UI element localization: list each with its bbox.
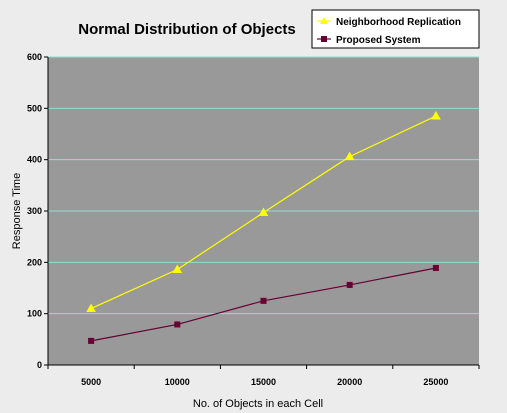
x-axis: 5000 10000 15000 20000 25000 [47,364,480,387]
legend-label: Proposed System [336,35,421,46]
series-layer [86,111,441,344]
y-axis: 0 100 200 300 400 500 600 [27,52,49,370]
y-axis-title: Response Time [11,173,23,249]
data-point-neighborhood-replication [172,264,183,274]
series-neighborhood-replication [86,111,441,313]
y-tick-label: 500 [27,103,42,113]
x-tick-label: 15000 [251,377,276,387]
y-tick-label: 300 [27,206,42,216]
chart-title: Normal Distribution of Objects [78,21,296,38]
x-tick-label: 5000 [81,377,101,387]
data-point-neighborhood-replication [258,207,269,217]
legend-item-proposed-system: Proposed System [317,35,421,46]
legend-marker [320,17,328,24]
y-tick-label: 200 [27,257,42,267]
data-point-neighborhood-replication [86,303,96,313]
y-tick-label: 400 [27,155,42,165]
data-point-proposed-system [432,264,439,271]
data-point-proposed-system [174,321,181,328]
x-tick-label: 10000 [165,377,190,387]
data-point-neighborhood-replication [344,151,355,161]
legend-marker [321,36,327,42]
legend-box [311,9,480,49]
series-proposed-system [88,264,439,344]
x-tick-label: 20000 [337,377,362,387]
x-tick-label: 25000 [423,377,448,387]
legend-item-neighborhood-replication: Neighborhood Replication [317,17,461,28]
legend: Neighborhood Replication Proposed System [311,9,480,49]
data-point-proposed-system [346,281,353,288]
y-tick-label: 0 [37,360,42,370]
data-point-proposed-system [88,337,95,344]
data-point-proposed-system [260,297,267,304]
y-tick-label: 100 [27,309,42,319]
y-tick-label: 600 [27,52,42,62]
legend-label: Neighborhood Replication [336,17,461,28]
data-point-neighborhood-replication [431,111,441,120]
x-axis-title: No. of Objects in each Cell [193,398,323,410]
